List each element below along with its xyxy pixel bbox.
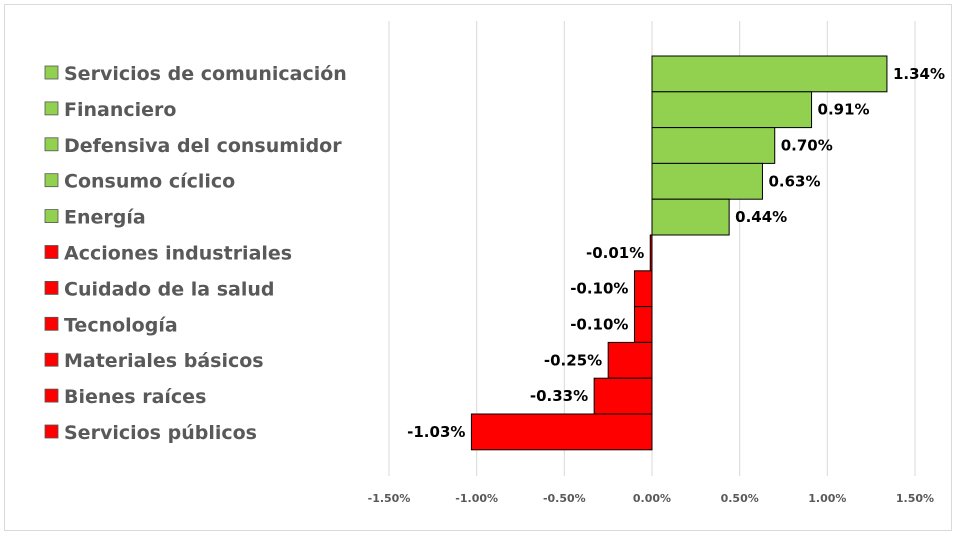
legend-label: Materiales básicos (64, 350, 264, 372)
x-tick-label: 1.00% (808, 492, 846, 505)
value-label: 0.91% (818, 101, 870, 119)
bar (593, 377, 653, 415)
bar (651, 55, 888, 93)
legend-swatch (44, 424, 59, 439)
value-label: 1.34% (893, 65, 945, 83)
legend-label: Acciones industriales (64, 243, 292, 265)
value-label: 0.63% (768, 172, 820, 190)
legend-swatch (44, 388, 59, 403)
legend-swatch (44, 137, 59, 152)
legend-label: Cuidado de la salud (64, 278, 275, 300)
legend-swatch (44, 280, 59, 295)
value-label: -1.03% (407, 423, 465, 441)
value-label: -0.01% (586, 244, 644, 262)
legend-label: Financiero (64, 99, 176, 121)
value-label: 0.44% (735, 208, 787, 226)
x-tick-label: 0.50% (721, 492, 759, 505)
legend-swatch (44, 65, 59, 80)
value-label: -0.10% (570, 316, 628, 334)
value-label: -0.33% (530, 387, 588, 405)
bar (633, 270, 653, 308)
value-labels: 1.34% 0.91% 0.70% 0.63% 0.44% -0.01% -0.10% -0.… (407, 65, 945, 441)
x-tick-label: -1.00% (455, 492, 498, 505)
value-label: -0.10% (570, 280, 628, 298)
legend-label: Tecnología (64, 314, 178, 336)
legend-label: Consumo cíclico (64, 171, 235, 193)
legend-swatch (44, 101, 59, 116)
legend-label: Servicios públicos (64, 422, 257, 444)
bar (651, 162, 763, 200)
x-tick-label: 0.00% (633, 492, 671, 505)
bar (470, 413, 653, 451)
legend-swatch (44, 352, 59, 367)
bar (651, 127, 776, 164)
x-tick-label: 1.50% (896, 492, 934, 505)
bar (607, 341, 653, 379)
bars (470, 55, 888, 451)
legend-label: Servicios de comunicación (64, 63, 347, 85)
bar (651, 91, 813, 129)
bar (649, 234, 653, 272)
legend-label: Defensiva del consumidor (64, 135, 342, 157)
legend: Servicios de comunicación Financiero Defen… (44, 63, 347, 444)
value-label: 0.70% (781, 137, 833, 155)
legend-label: Energía (64, 207, 146, 229)
legend-swatch (44, 173, 59, 188)
legend-swatch (44, 316, 59, 331)
x-tick-label: -0.50% (543, 492, 586, 505)
legend-swatch (44, 209, 59, 224)
legend-label: Bienes raíces (64, 386, 206, 408)
bar (633, 306, 653, 343)
legend-swatch (44, 245, 59, 259)
x-tick-label: -1.50% (368, 492, 411, 505)
bar (651, 198, 730, 236)
value-label: -0.25% (544, 351, 602, 369)
x-axis-ticks: -1.50% -1.00% -0.50% 0.00% 0.50% 1.00% 1.50% (368, 492, 934, 505)
